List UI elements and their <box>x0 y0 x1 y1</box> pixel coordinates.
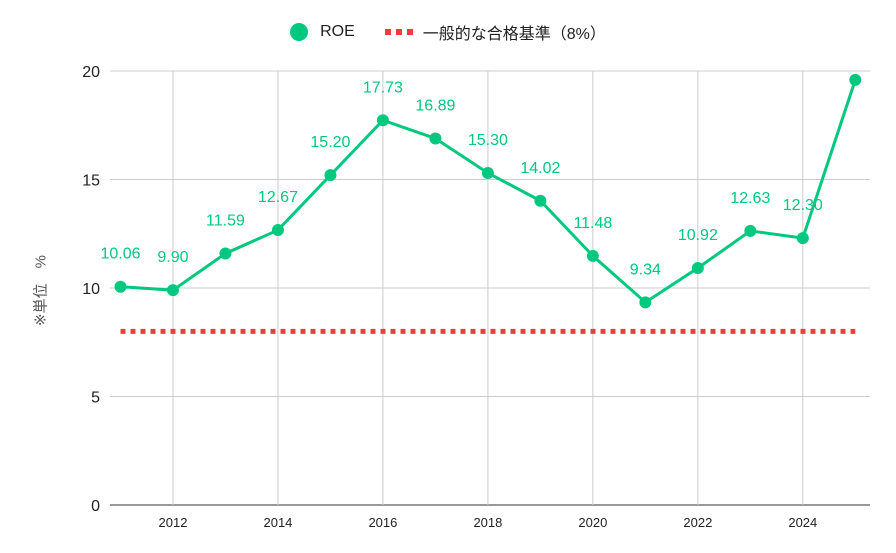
x-tick-label: 2024 <box>788 515 817 530</box>
roe-point <box>481 166 494 179</box>
roe-point <box>849 73 862 86</box>
roe-point <box>166 284 179 297</box>
roe-point <box>744 224 757 237</box>
data-label: 12.63 <box>730 190 770 207</box>
legend: ROE 一般的な合格基準（8%） <box>0 20 896 44</box>
legend-benchmark-marker <box>384 29 413 35</box>
data-label: 12.30 <box>783 197 823 214</box>
y-tick-label: 0 <box>91 498 100 515</box>
roe-point <box>376 114 389 127</box>
y-tick-label: 15 <box>82 173 100 190</box>
x-tick-label: 2014 <box>263 515 292 530</box>
data-label: 15.20 <box>310 134 350 151</box>
data-label: 9.34 <box>630 261 661 278</box>
y-tick-label: 5 <box>91 390 100 407</box>
roe-point <box>271 224 284 237</box>
roe-point <box>114 280 127 293</box>
roe-point <box>639 296 652 309</box>
roe-point <box>586 249 599 262</box>
roe-point <box>691 262 704 275</box>
x-tick-label: 2018 <box>473 515 502 530</box>
data-label: 17.73 <box>363 79 403 96</box>
x-tick-label: 2016 <box>368 515 397 530</box>
data-label: 16.89 <box>415 97 455 114</box>
roe-point <box>429 132 442 145</box>
legend-roe-marker <box>290 23 309 41</box>
y-tick-label: 10 <box>82 281 100 298</box>
data-label: 14.02 <box>520 160 560 177</box>
data-label: 12.67 <box>258 189 298 206</box>
roe-point <box>534 194 547 207</box>
y-tick-label: 20 <box>82 64 100 81</box>
data-label: 9.90 <box>157 249 188 266</box>
legend-roe-label: ROE <box>320 23 355 40</box>
x-tick-label: 2012 <box>159 515 188 530</box>
legend-benchmark-label: 一般的な合格基準（8%） <box>422 26 606 43</box>
data-label: 11.59 <box>206 212 245 229</box>
data-label: 10.06 <box>100 246 140 263</box>
x-tick-label: 2022 <box>683 515 712 530</box>
x-tick-label: 2020 <box>578 515 607 530</box>
roe-point <box>796 232 809 245</box>
data-label: 11.48 <box>573 215 612 232</box>
data-label: 15.30 <box>468 132 508 149</box>
data-label: 10.92 <box>678 227 718 244</box>
roe-point <box>324 169 337 182</box>
roe-point <box>219 247 232 260</box>
